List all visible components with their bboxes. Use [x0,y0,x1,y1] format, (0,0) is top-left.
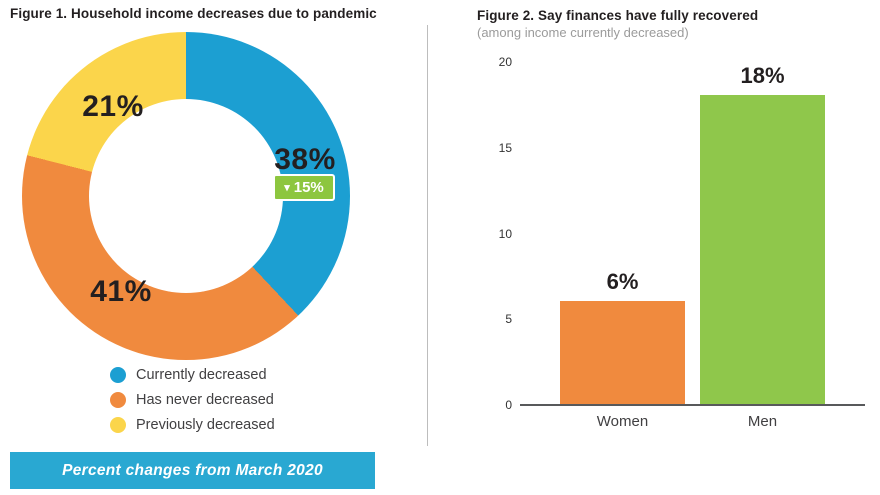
bar-value-label: 6% [606,269,639,294]
donut-hole [89,99,283,293]
legend-label: Previously decreased [136,416,275,433]
legend-item: Has never decreased [110,387,275,412]
figure2-subtitle: (among income currently decreased) [477,25,689,40]
legend-item: Currently decreased [110,362,275,387]
legend-item: Previously decreased [110,412,275,437]
category-label-women: Women [596,413,649,430]
change-badge-value: 15% [293,179,324,196]
bar-women [560,301,685,404]
figure1-title: Figure 1. Household income decreases due… [10,6,377,21]
y-axis-tick-label: 20 [498,55,512,69]
x-axis-line [520,404,865,406]
panel-divider [427,25,428,446]
y-axis-tick-label: 0 [505,398,512,412]
figure2-title: Figure 2. Say finances have fully recove… [477,8,759,23]
footer-banner: Percent changes from March 2020 [10,452,375,489]
change-badge: ▾ 15% [273,174,335,201]
down-arrow-icon: ▾ [284,181,290,194]
slice-label-currently-decreased: 38% [274,143,336,176]
legend-label: Has never decreased [136,391,274,408]
category-label-men: Men [747,413,778,430]
legend-dot-icon [110,416,126,433]
footer-banner-text: Percent changes from March 2020 [62,461,323,479]
bar-men [700,95,825,404]
legend-label: Currently decreased [136,366,267,383]
y-axis-tick-label: 10 [498,226,512,241]
slice-label-previously-decreased: 21% [82,90,144,123]
bar-chart-plot: 20 15 10 5 0 6% Women 18% Men [499,55,865,430]
figure1-panel: Figure 1. Household income decreases due… [0,0,430,495]
legend-dot-icon [110,366,126,383]
donut-legend: Currently decreased Has never decreased Pr… [110,362,275,437]
bar-value-label: 18% [740,63,785,88]
legend-dot-icon [110,391,126,408]
y-axis-tick-label: 15 [498,140,512,155]
y-axis-tick-label: 5 [505,312,512,327]
figure2-panel: Figure 2. Say finances have fully recove… [440,0,880,495]
slice-label-has-never-decreased: 41% [90,275,152,308]
